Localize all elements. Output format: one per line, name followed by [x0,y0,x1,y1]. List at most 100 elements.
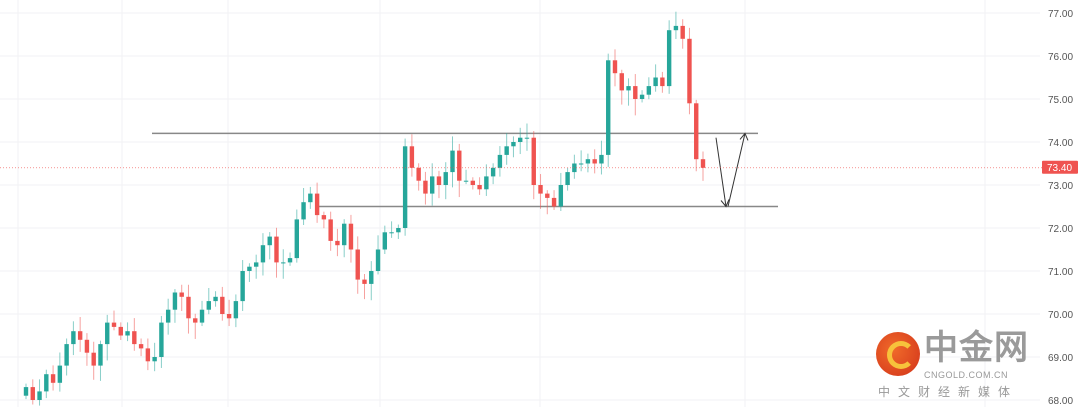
candle [341,219,347,258]
candle [301,188,306,225]
candle-body [91,352,96,366]
candle-body [687,38,692,104]
candle [64,338,69,376]
candle [592,149,597,174]
candle [490,163,496,185]
candle [37,379,42,406]
candle [253,254,259,279]
candle [585,153,591,173]
candle [44,369,49,399]
candle [247,263,252,282]
candle [213,291,218,307]
candle-body [105,322,110,345]
candle-body [369,271,374,284]
candle-body [213,296,218,302]
candle-body [450,150,455,173]
candle [281,249,286,279]
candle [57,352,63,392]
candle [348,214,354,263]
logo-swirl-icon [887,341,915,369]
y-tick-label: 70.00 [1048,310,1073,321]
candle [606,53,611,167]
candle-body [484,176,489,190]
candle [84,333,90,366]
candle [328,211,333,251]
candle-body [274,236,279,263]
candle [558,172,564,212]
candle-body [402,146,408,228]
candle-body [77,331,83,340]
candle-body [619,73,624,91]
candle-body [382,232,388,250]
candle-body [335,240,340,246]
candle [179,284,184,311]
candle-body [430,176,435,194]
candle-body [287,258,293,263]
level-lines [152,132,778,208]
candle [355,236,360,294]
candle [423,171,428,205]
candle-body [700,159,706,168]
candle [578,150,584,172]
candle-body [37,391,42,400]
candle-body [443,172,448,185]
candle [694,99,699,172]
y-tick-label: 73.00 [1048,181,1073,192]
candle-body [680,25,685,39]
candle [626,78,631,106]
candle-body [653,77,658,87]
candle [71,321,76,356]
candle [700,151,706,181]
candle-body [606,60,611,155]
candle [226,299,232,327]
candle [240,260,245,311]
candle-body [585,159,591,164]
candle-body [362,279,367,284]
candle-body [375,249,381,271]
candle [673,11,679,40]
candle-body [538,185,543,194]
candle [409,134,415,177]
candle-body [50,374,56,383]
candle-body [545,193,550,198]
candle [91,341,96,380]
candle [152,342,157,372]
candle-body [132,331,137,345]
last-price-label: 73.40 [1047,163,1072,174]
candle-body [470,180,476,185]
candle [375,235,381,275]
candle-body [660,77,665,87]
y-tick-label: 72.00 [1048,224,1073,235]
candle-body [247,266,252,271]
candle-body [23,387,29,396]
candle [633,74,638,116]
arrow-down-head [720,199,730,208]
watermark-url: CNGOLD.COM.CN [924,370,1009,380]
candle [165,298,171,335]
candle-body [314,193,320,216]
candle [389,221,394,238]
candle [159,315,164,368]
arrow-down [715,137,727,207]
candle-body [341,223,347,246]
candle [105,314,110,361]
candle-body [44,374,49,392]
candle-body [57,365,63,383]
price-axis: 77.00 76.00 75.00 74.00 73.00 72.00 71.00 70.00… [0,9,1078,407]
candle [308,186,313,209]
candle-body [179,292,184,297]
candle [396,224,401,239]
candle [50,365,56,391]
candle [477,177,482,195]
candles [23,11,706,406]
candle [402,138,408,236]
y-tick-label: 68.00 [1048,396,1073,407]
candle [382,225,388,255]
arrow-up-head [739,132,749,141]
candle-body [558,185,564,207]
candle [538,174,543,209]
candle-body [281,262,286,264]
candle-body [206,301,211,310]
candle-body [673,25,679,31]
